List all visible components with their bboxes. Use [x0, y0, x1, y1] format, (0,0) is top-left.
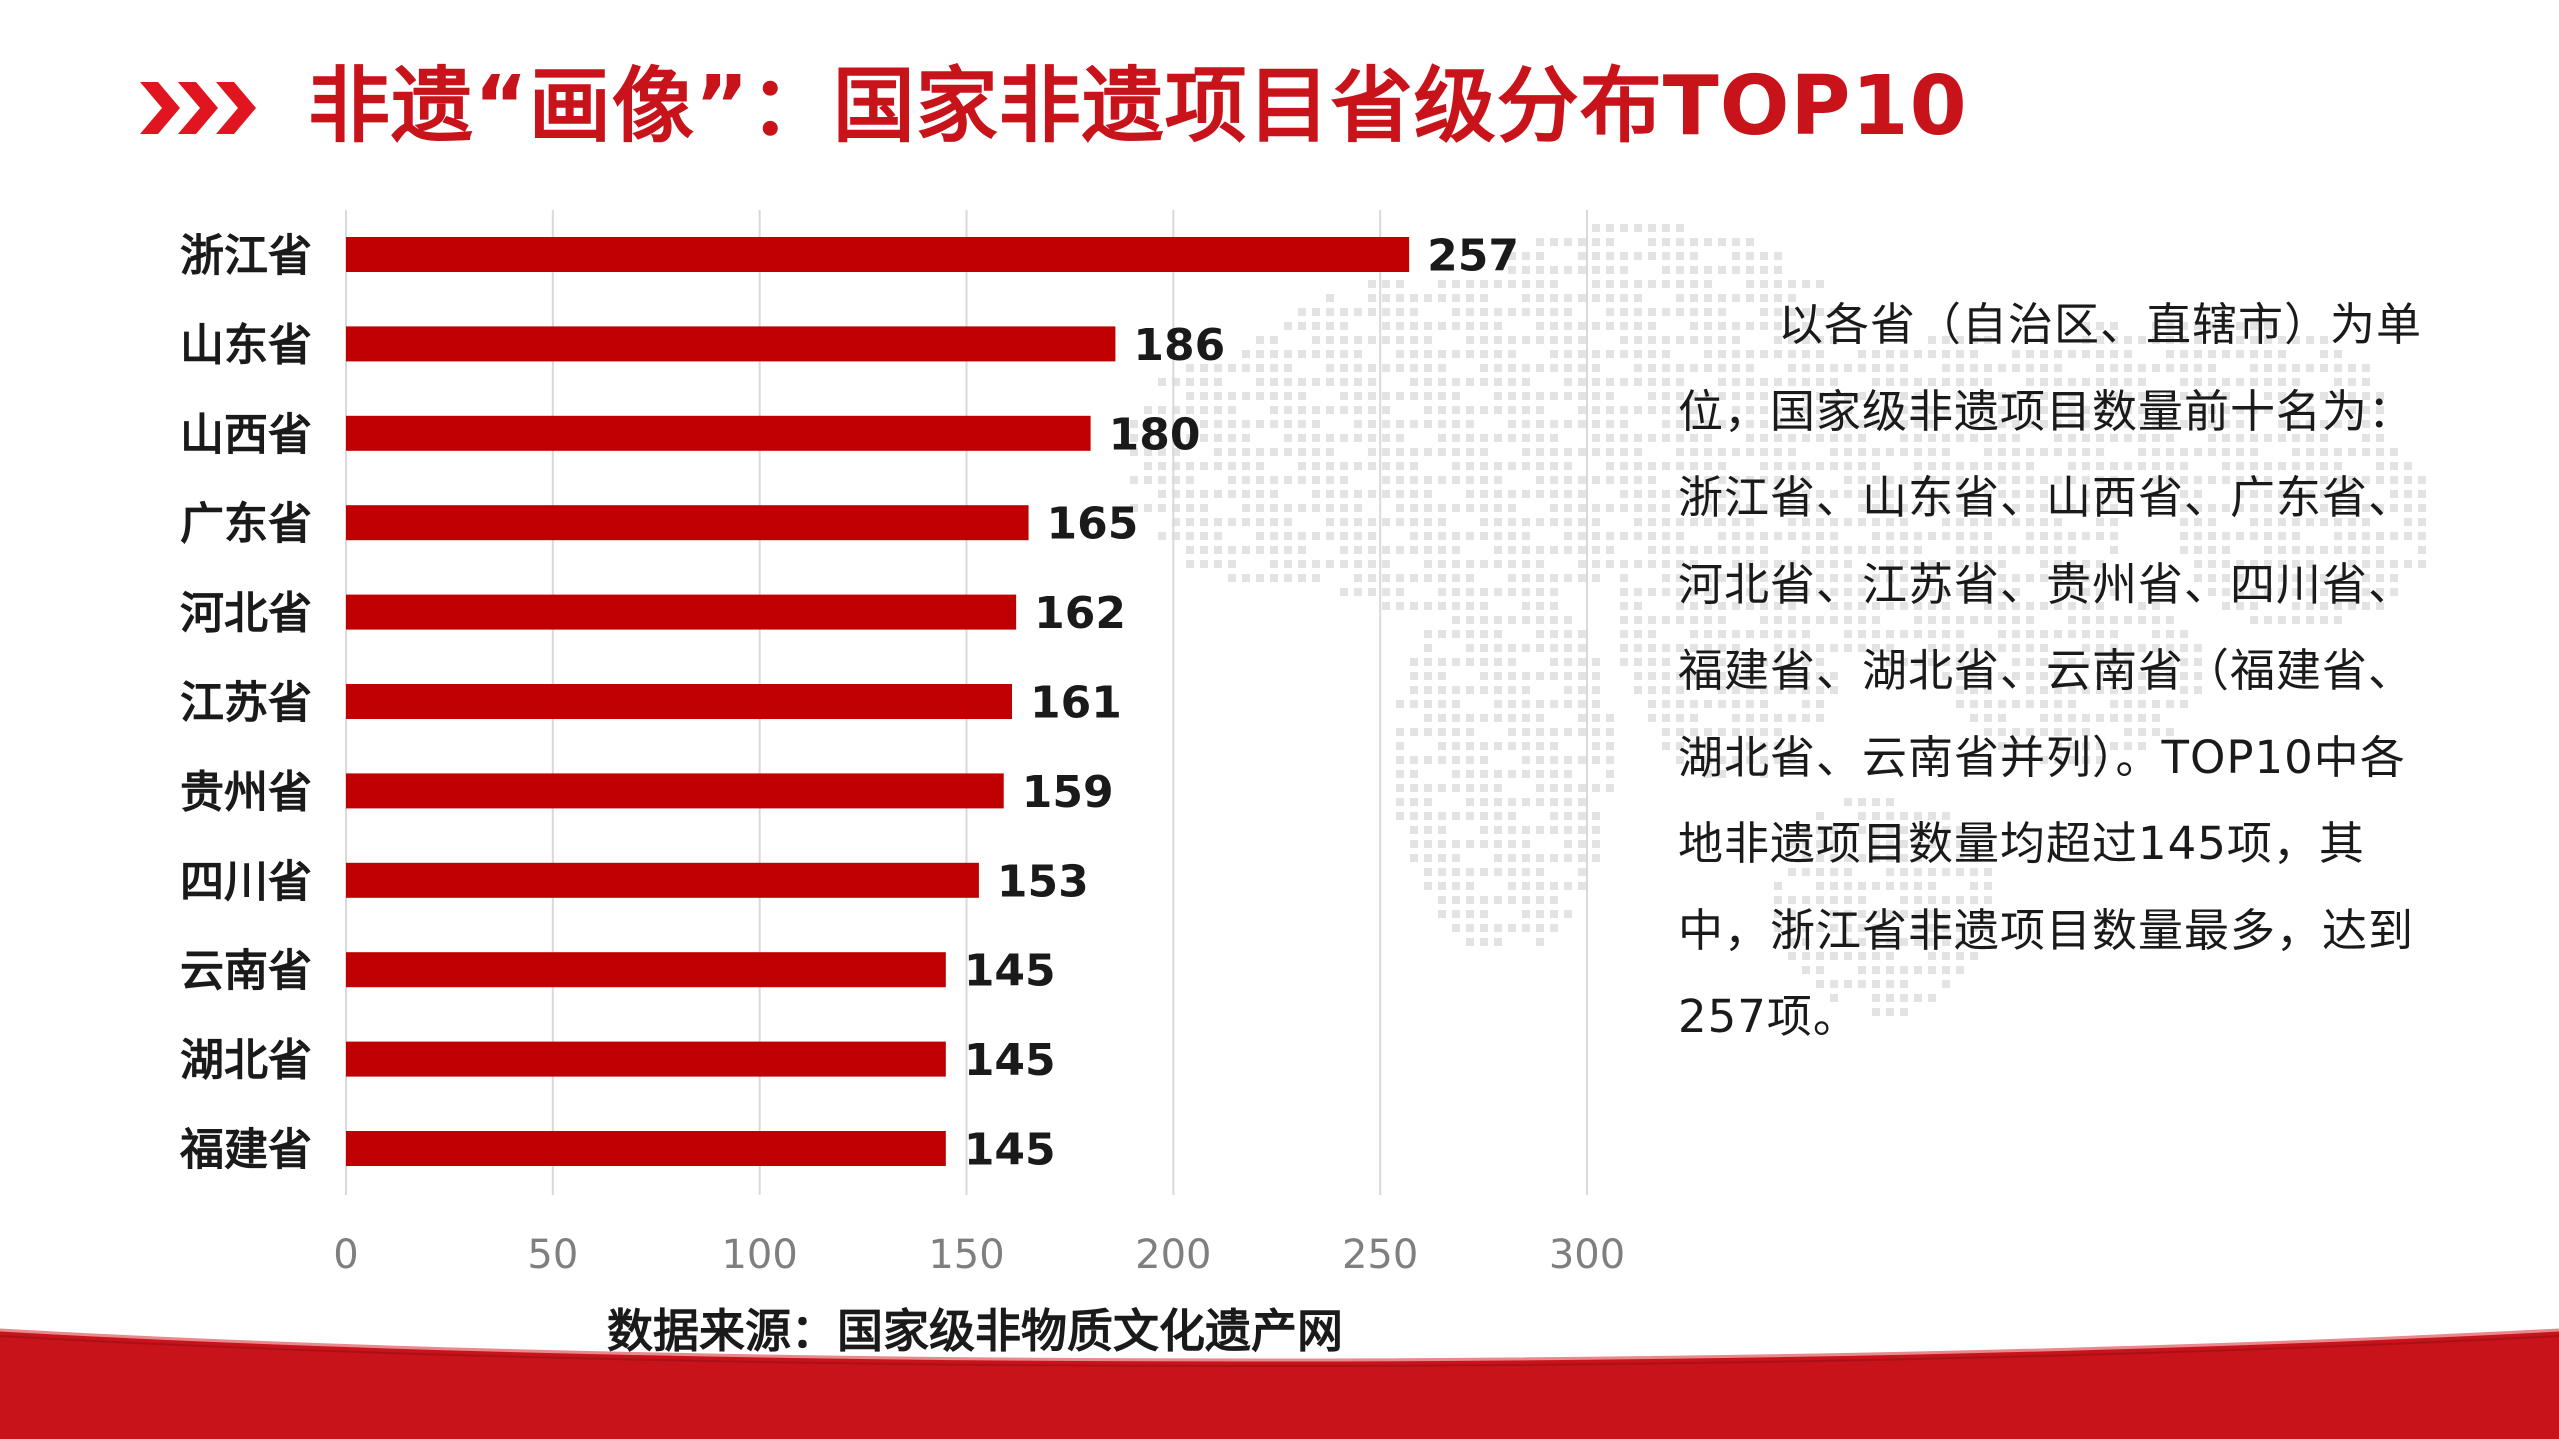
x-tick-label: 250: [1342, 1232, 1418, 1278]
category-label: 浙江省: [180, 231, 312, 282]
x-tick-label: 150: [928, 1232, 1004, 1278]
category-label: 湖北省: [180, 1035, 312, 1086]
bottom-decorative-band: [0, 1328, 2559, 1439]
data-label: 145: [964, 1125, 1056, 1176]
data-label: 162: [1034, 588, 1126, 639]
category-label: 江苏省: [180, 678, 312, 729]
category-label: 山西省: [180, 409, 312, 460]
x-tick-label: 200: [1135, 1232, 1211, 1278]
category-label: 广东省: [180, 499, 312, 550]
triple-chevron-right-icon: [140, 82, 256, 134]
slide-title: 非遗“画像”：国家非遗项目省级分布TOP10: [308, 59, 1968, 154]
world-map-dots: [1130, 224, 2426, 1016]
bar: [346, 952, 946, 988]
data-label: 145: [964, 1035, 1056, 1086]
bar: [346, 505, 1029, 541]
x-tick-label: 50: [527, 1232, 578, 1278]
data-label: 161: [1030, 678, 1122, 729]
bar: [346, 326, 1116, 362]
data-label: 180: [1109, 409, 1201, 460]
x-tick-label: 300: [1549, 1232, 1625, 1278]
data-label: 145: [964, 946, 1056, 997]
category-label: 福建省: [179, 1125, 312, 1176]
bar: [346, 684, 1013, 719]
bar: [346, 594, 1017, 630]
bar: [346, 1041, 946, 1077]
category-label: 云南省: [180, 946, 312, 997]
description-text: 以各省（自治区、直辖市）为单位，国家级非遗项目数量前十名为：浙江省、山东省、山西…: [1678, 298, 2423, 1043]
data-label: 165: [1047, 499, 1139, 550]
data-source-label: 数据来源：国家级非物质文化遗产网: [607, 1304, 1343, 1358]
category-label: 贵州省: [180, 767, 312, 818]
category-label: 四川省: [180, 856, 312, 907]
data-label: 153: [997, 856, 1089, 907]
bar: [346, 773, 1004, 809]
data-label: 159: [1022, 767, 1114, 818]
bar: [346, 415, 1091, 451]
data-label: 186: [1133, 320, 1225, 371]
x-tick-label: 0: [333, 1232, 358, 1278]
category-label: 河北省: [180, 588, 312, 639]
world-map-background: [1130, 224, 2426, 1016]
bar: [346, 1131, 946, 1166]
bar: [346, 862, 979, 898]
bar: [346, 237, 1410, 272]
data-label: 257: [1427, 231, 1519, 282]
x-tick-label: 100: [721, 1232, 797, 1278]
category-label: 山东省: [180, 320, 312, 371]
